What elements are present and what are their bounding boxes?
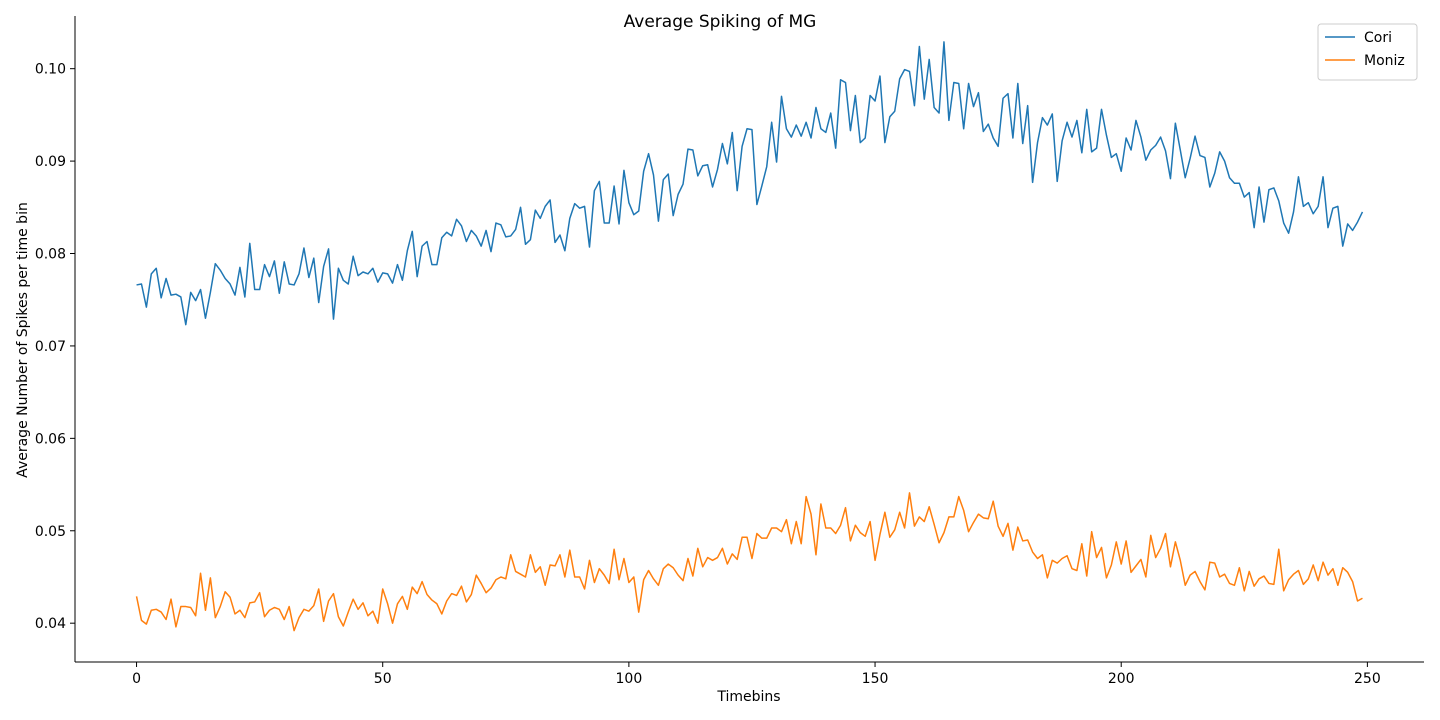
- series-line-moniz: [135, 492, 1363, 632]
- y-tick-label: 0.04: [35, 616, 66, 632]
- x-tick-label: 100: [616, 671, 643, 687]
- legend-label-moniz: Moniz: [1364, 53, 1405, 69]
- y-tick-label: 0.09: [35, 154, 66, 170]
- y-axis-label: Average Number of Spikes per time bin: [15, 202, 31, 478]
- legend-label-cori: Cori: [1364, 30, 1392, 46]
- x-tick-label: 50: [374, 671, 392, 687]
- x-axis-label: Timebins: [716, 689, 780, 705]
- legend: Cori Moniz: [1317, 23, 1418, 81]
- y-tick-label: 0.10: [35, 62, 66, 78]
- y-tick-label: 0.06: [35, 431, 66, 447]
- y-tick-label: 0.08: [35, 247, 66, 263]
- y-axis: 0.04 0.05 0.06 0.07 0.08 0.09 0.10: [35, 16, 76, 662]
- x-axis: 0 50 100 150 200 250: [75, 661, 1424, 687]
- y-tick-label: 0.07: [35, 339, 66, 355]
- y-tick-label: 0.05: [35, 524, 66, 540]
- x-tick-label: 200: [1108, 671, 1135, 687]
- plot-area: [135, 41, 1364, 632]
- legend-box: [1317, 23, 1418, 81]
- x-tick-label: 150: [862, 671, 889, 687]
- series-line-cori: [136, 41, 1364, 326]
- chart-title: Average Spiking of MG: [624, 12, 817, 32]
- x-tick-label: 0: [132, 671, 141, 687]
- x-tick-label: 250: [1354, 671, 1381, 687]
